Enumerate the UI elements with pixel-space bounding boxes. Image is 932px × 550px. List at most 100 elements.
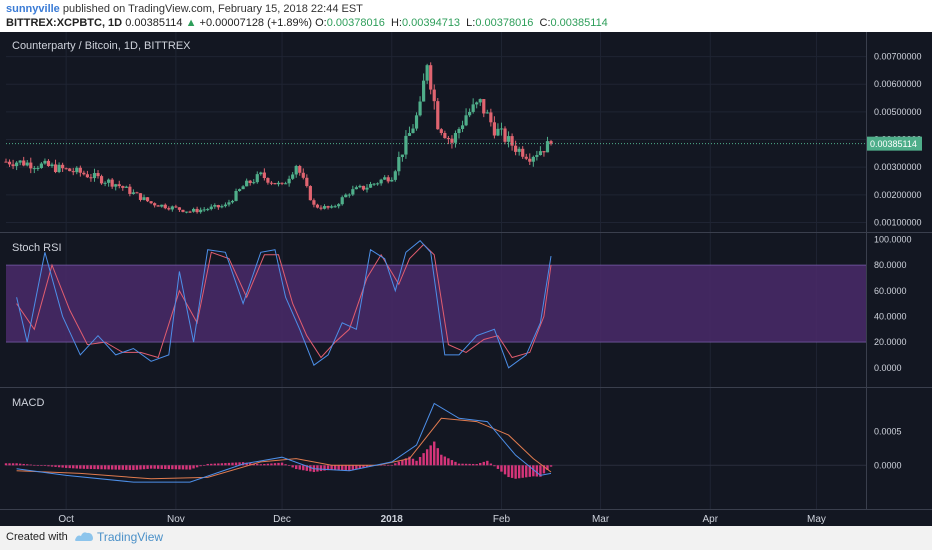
macd-histogram-bar xyxy=(341,465,344,471)
macd-histogram-bar xyxy=(22,463,25,466)
stoch-tick-0: 0.0000 xyxy=(874,363,902,373)
macd-histogram-bar xyxy=(40,465,43,466)
macd-histogram-bar xyxy=(64,465,68,468)
candle-body xyxy=(322,206,327,209)
candle-body xyxy=(517,148,521,152)
macd-histogram-bar xyxy=(11,463,15,466)
chart-area[interactable]: 0.001000000.002000000.003000000.00400000… xyxy=(0,32,932,526)
macd-histogram-bar xyxy=(528,465,531,477)
macd-histogram-bar xyxy=(542,465,546,474)
candle-body xyxy=(492,122,496,136)
macd-histogram-bar xyxy=(224,463,227,466)
macd-histogram-bar xyxy=(146,465,149,469)
candle-body xyxy=(167,208,171,210)
chart-svg[interactable]: 0.001000000.002000000.003000000.00400000… xyxy=(0,32,932,526)
macd-histogram-bar xyxy=(390,464,393,466)
candle-body xyxy=(237,189,242,191)
macd-histogram-bar xyxy=(287,465,291,466)
time-axis-bg xyxy=(0,510,932,526)
macd-histogram-bar xyxy=(121,465,124,470)
macd-histogram-bar xyxy=(263,463,266,466)
macd-histogram-bar xyxy=(397,461,401,466)
macd-histogram-bar xyxy=(447,458,450,466)
candle-body xyxy=(429,65,433,90)
candle-body xyxy=(61,164,65,169)
macd-histogram-bar xyxy=(514,465,517,479)
candle-body xyxy=(404,135,408,155)
candle-body xyxy=(252,182,256,184)
macd-histogram-bar xyxy=(330,465,333,470)
macd-histogram-bar xyxy=(337,465,340,471)
macd-histogram-bar xyxy=(29,464,32,466)
author-link[interactable]: sunnyville xyxy=(6,3,60,15)
candle-body xyxy=(269,182,274,184)
macd-histogram-bar xyxy=(43,465,47,466)
macd-histogram-bar xyxy=(411,458,415,466)
time-axis-label-6: Apr xyxy=(702,514,718,525)
candle-body xyxy=(376,183,380,185)
macd-histogram-bar xyxy=(277,462,280,466)
candle-body xyxy=(206,209,210,211)
macd-histogram-bar xyxy=(110,465,114,470)
macd-histogram-bar xyxy=(489,463,493,466)
candle-body xyxy=(305,177,309,187)
candle-body xyxy=(453,133,458,143)
candle-body xyxy=(262,172,266,179)
high-label: H: xyxy=(390,17,402,29)
candle-body xyxy=(393,171,397,180)
last-price-badge xyxy=(867,136,922,151)
candle-body xyxy=(482,99,486,114)
candle-body xyxy=(114,184,118,187)
macd-histogram-bar xyxy=(521,465,524,478)
candle-body xyxy=(245,180,249,187)
macd-histogram-bar xyxy=(471,463,475,466)
candle-body xyxy=(92,173,97,179)
candle-body xyxy=(230,200,235,203)
candle-body xyxy=(446,138,450,140)
tradingview-brand[interactable]: TradingView xyxy=(97,530,164,544)
stoch-band xyxy=(6,265,866,343)
candle-body xyxy=(163,204,167,209)
macd-histogram-bar xyxy=(532,465,535,477)
candle-body xyxy=(273,183,277,185)
macd-histogram-bar xyxy=(54,465,57,467)
candle-body xyxy=(499,128,504,130)
macd-histogram-bar xyxy=(284,464,287,466)
macd-histogram-bar xyxy=(549,465,553,467)
candle-body xyxy=(542,151,546,153)
candle-body xyxy=(39,163,43,168)
open-value: 0.00378016 xyxy=(326,17,385,29)
macd-histogram-bar xyxy=(8,463,11,466)
candle-body xyxy=(450,138,454,143)
macd-histogram-bar xyxy=(387,464,390,466)
candle-body xyxy=(107,179,111,183)
macd-histogram-bar xyxy=(273,463,277,466)
macd-histogram-bar xyxy=(479,462,482,466)
footer: Created with TradingView xyxy=(0,526,932,550)
candle-body xyxy=(418,101,422,116)
macd-tick-0: 0.0000 xyxy=(874,460,902,470)
macd-histogram-bar xyxy=(118,465,121,470)
candle-body xyxy=(439,129,443,134)
macd-histogram-bar xyxy=(26,464,29,466)
candle-body xyxy=(460,125,465,129)
macd-histogram-bar xyxy=(457,463,461,466)
candle-body xyxy=(85,174,89,178)
macd-histogram-bar xyxy=(358,465,362,469)
candle-body xyxy=(422,80,426,102)
macd-histogram-bar xyxy=(199,465,202,467)
candle-body xyxy=(312,200,316,205)
candle-body xyxy=(276,182,281,185)
candle-body xyxy=(25,162,29,166)
macd-histogram-bar xyxy=(298,465,301,470)
macd-histogram-bar xyxy=(86,465,89,469)
macd-histogram-bar xyxy=(125,465,128,470)
candle-body xyxy=(255,174,259,183)
macd-histogram-bar xyxy=(75,465,78,469)
macd-histogram-bar xyxy=(425,449,429,466)
candle-body xyxy=(432,89,436,102)
candle-body xyxy=(7,161,12,165)
candle-body xyxy=(468,111,472,116)
candle-body xyxy=(110,179,114,187)
macd-histogram-bar xyxy=(270,463,273,466)
